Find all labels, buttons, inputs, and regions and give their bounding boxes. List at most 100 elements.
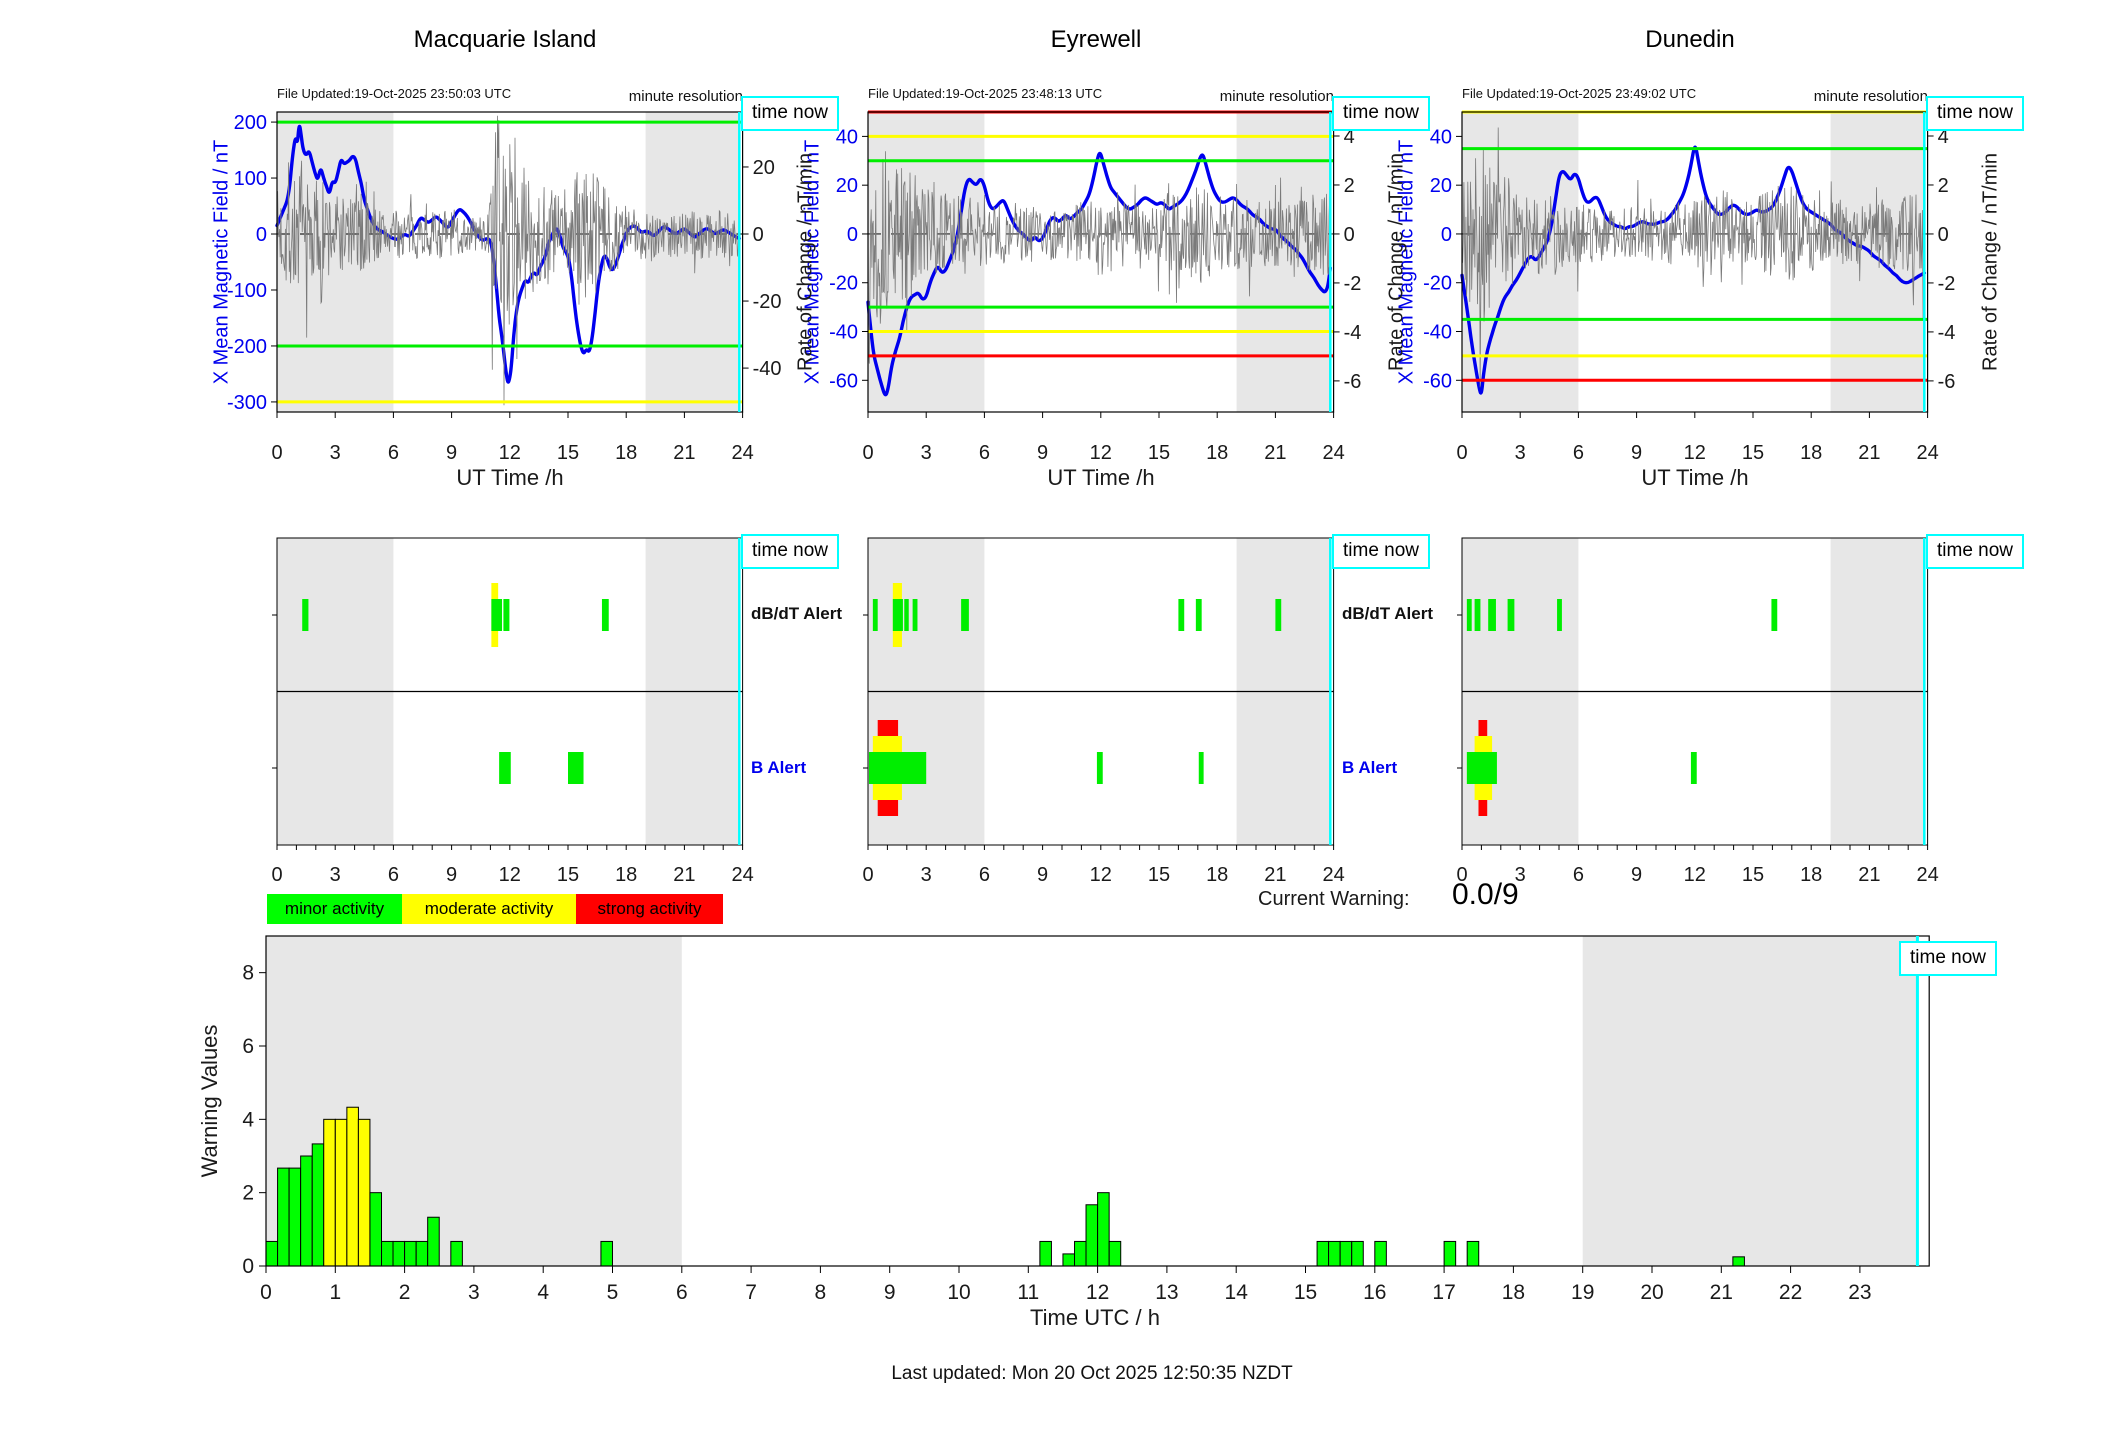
rate-noise-line-macquarie-island [276,115,740,406]
warning-value-bar [288,1167,302,1267]
warning-value-bar [1339,1240,1353,1267]
field-tick-label: 0 [1441,224,1452,246]
field-tick-label: 20 [836,175,858,197]
b-alert-strong [877,800,899,816]
night-shading [1582,936,1918,1266]
ut-time-axis-label: UT Time /h [1047,465,1155,490]
time-now-box: time now [741,534,840,569]
x-tick-label: 24 [1322,864,1344,886]
x-tick-label: 15 [557,864,579,886]
b-alert-moderate [872,784,902,800]
b-alert-moderate [1474,736,1493,752]
dbdt-alert-bar [1771,599,1778,631]
legend-minor-label: minor activity [284,899,385,918]
x-tick-label: 3 [1515,442,1526,464]
x-tick-label: 23 [1848,1281,1871,1304]
night-shading [645,112,740,412]
b-alert-bar [568,752,584,784]
x-tick-label: 18 [615,442,637,464]
rate-tick-label: 4 [1344,126,1355,148]
x-tick-label: 15 [1148,442,1170,464]
x-tick-label: 12 [499,442,521,464]
warning-value-bar [1316,1240,1330,1267]
b-alert-label: B Alert [751,758,807,777]
warning-value-bar [277,1167,290,1267]
x-tick-label: 5 [607,1281,619,1304]
warning-value-bar [300,1155,313,1267]
warning-value-bar [1097,1192,1110,1267]
x-tick-label: 15 [1148,864,1170,886]
rate-axis-label: Rate of Change / nT/min [794,153,817,371]
rate-tick-label: -20 [753,291,782,313]
b-alert-bar [1690,752,1697,784]
rate-axis-label: Rate of Change / nT/min [1385,153,1408,371]
field-tick-label: -200 [227,336,267,358]
x-tick-label: 3 [921,864,932,886]
y-tick-label: 8 [242,962,254,985]
b-alert-minor [868,752,927,784]
x-tick-label: 0 [260,1281,272,1304]
minute-resolution-label: minute resolution [1219,88,1334,105]
dbdt-alert-bar [1275,599,1282,631]
field-tick-label: -20 [1423,273,1452,295]
dbdt-alert-label: dB/dT Alert [1342,604,1433,623]
x-tick-label: 24 [1322,442,1344,464]
b-alert-strong [1478,720,1488,736]
rate-tick-label: -40 [753,358,782,380]
x-tick-label: 12 [1090,864,1112,886]
dbdt-alert-bar [601,599,609,631]
legend-strong-activity: strong activity [576,894,723,924]
file-updated-eyrewell: File Updated:19-Oct-2025 23:48:13 UTC [868,86,1103,101]
dbdt-alert-bar [1195,599,1202,631]
dbdt-alert-bar [1557,599,1562,631]
rate-axis-label: Rate of Change / nT/min [1979,153,2002,371]
x-tick-label: 15 [1742,864,1764,886]
b-alert-strong [877,720,899,736]
x-tick-label: 24 [731,442,753,464]
b-alert-label: B Alert [1342,758,1398,777]
field-tick-label: -300 [227,392,267,414]
file-updated-dunedin: File Updated:19-Oct-2025 23:49:02 UTC [1462,86,1697,101]
ut-time-axis-label: UT Time /h [1641,465,1749,490]
x-tick-label: 8 [815,1281,827,1304]
dbdt-alert-bar [1474,599,1481,631]
x-tick-label: 3 [330,442,341,464]
x-tick-label: 15 [1294,1281,1317,1304]
x-tick-label: 24 [731,864,753,886]
x-tick-label: 20 [1640,1281,1663,1304]
x-tick-label: 18 [1206,442,1228,464]
time-utc-axis-label: Time UTC / h [1030,1305,1160,1330]
x-tick-label: 0 [1456,442,1467,464]
dbdt-alert-bar [491,599,503,631]
station-title-macquarie: Macquarie Island [413,26,597,53]
x-tick-label: 21 [673,442,695,464]
b-alert-minor [1466,752,1497,784]
dbdt-alert-bar [1488,599,1496,631]
x-tick-label: 0 [271,442,282,464]
current-warning-value: 0.0/9 [1452,878,1519,911]
field-tick-label: 40 [836,126,858,148]
x-tick-label: 21 [673,864,695,886]
dbdt-alert-bar [892,599,903,631]
warning-value-bar [427,1216,440,1267]
field-tick-label: -20 [829,273,858,295]
rate-tick-label: 0 [1344,224,1355,246]
x-tick-label: 6 [979,864,990,886]
x-tick-label: 3 [468,1281,480,1304]
warning-value-bar [415,1240,429,1267]
field-tick-label: 100 [234,168,267,190]
x-tick-label: 18 [1800,864,1822,886]
warning-value-bar [1108,1240,1122,1267]
warning-value-bar [323,1118,336,1267]
x-tick-label: 18 [1502,1281,1525,1304]
warning-value-bar [334,1118,348,1267]
legend-moderate-activity: moderate activity [402,894,576,924]
time-now-box: time now [1899,941,1998,976]
dbdt-alert-bar [1178,599,1185,631]
warning-value-bar [346,1106,359,1267]
rate-tick-label: 2 [1344,175,1355,197]
x-tick-label: 19 [1571,1281,1594,1304]
x-tick-label: 18 [615,864,637,886]
